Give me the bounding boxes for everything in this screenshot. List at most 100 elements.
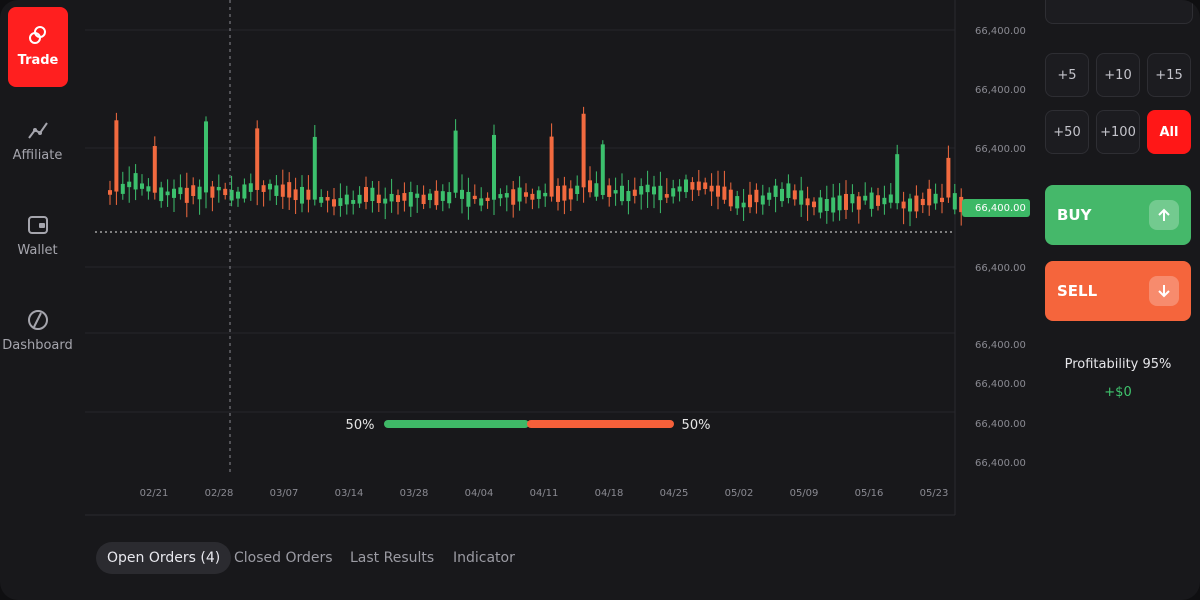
candle-body	[133, 173, 138, 190]
candle-body	[869, 192, 874, 209]
chart: 66,400.00 66,400.0066,400.0066,400.0066,…	[85, 0, 1030, 516]
grid	[85, 0, 956, 516]
icon	[1158, 208, 1170, 221]
price-label: 66,400.00	[975, 419, 1026, 430]
candle-body	[466, 191, 471, 207]
candle-body	[152, 146, 157, 193]
candle-body	[165, 191, 170, 196]
date-label: 02/28	[205, 488, 234, 499]
arrow-up	[1149, 200, 1179, 230]
amount-button[interactable]: +10	[1096, 53, 1140, 97]
price-label: 66,400.00	[975, 263, 1026, 274]
date-label: 05/23	[920, 488, 949, 499]
icon	[1158, 285, 1170, 298]
candle-body	[741, 202, 746, 208]
candle-body	[940, 197, 944, 203]
date-label: 04/25	[660, 488, 689, 499]
candle-body	[562, 185, 567, 201]
candle-body	[696, 181, 701, 191]
candle-body	[191, 185, 196, 196]
amount-button[interactable]: +5	[1045, 53, 1089, 97]
amount-button[interactable]: All	[1147, 110, 1191, 154]
candle-body	[351, 200, 356, 204]
candle-body	[402, 193, 407, 201]
candle-body	[600, 144, 605, 195]
amount-button[interactable]: +50	[1045, 110, 1089, 154]
candle-body	[440, 191, 445, 201]
candle-body	[645, 184, 650, 193]
nav-wallet[interactable]: Wallet	[0, 213, 75, 258]
nav-affiliate[interactable]: Affiliate	[0, 118, 75, 163]
candle-body	[268, 183, 272, 190]
nav-label: Trade	[17, 53, 59, 68]
candle-body	[114, 120, 119, 192]
price-label: 66,400.00	[975, 458, 1026, 469]
price-label: 66,400.00	[975, 340, 1026, 351]
candle-body	[677, 186, 682, 192]
candle-body	[703, 182, 708, 189]
candle-body	[658, 185, 663, 201]
candle-body	[581, 113, 586, 188]
candle-body	[389, 193, 394, 202]
candle-body	[204, 121, 208, 193]
candle-body	[844, 193, 848, 210]
candles	[108, 106, 964, 227]
candle-body	[293, 189, 298, 201]
sell-label: SELL	[1057, 282, 1098, 300]
candle-body	[722, 186, 727, 200]
candle-body	[812, 201, 816, 208]
date-label: 03/14	[335, 488, 364, 499]
candle-body	[453, 130, 458, 193]
nav-trade[interactable]: Trade	[8, 7, 68, 87]
candle-body	[492, 134, 496, 200]
amount-button[interactable]: +15	[1147, 53, 1191, 97]
candle-body	[357, 194, 362, 204]
candle-body	[888, 194, 893, 203]
tab[interactable]: Closed Orders	[234, 550, 333, 566]
candle-body	[543, 192, 548, 197]
buy-button[interactable]: BUY	[1045, 185, 1191, 245]
candle-body	[639, 186, 644, 195]
candle-body	[876, 195, 880, 206]
nav-dashboard[interactable]: Dashboard	[0, 308, 75, 353]
candle-body	[383, 198, 388, 204]
buy-label: BUY	[1057, 206, 1092, 224]
date-label: 03/07	[270, 488, 299, 499]
candle-body	[536, 190, 541, 199]
amount-input[interactable]	[1045, 0, 1193, 24]
candle-body	[735, 196, 740, 209]
candle-body	[223, 188, 228, 196]
sentiment-right: 50%	[682, 418, 711, 433]
candle-body	[824, 199, 829, 211]
candle-body	[415, 193, 420, 198]
tab[interactable]: Indicator	[453, 550, 515, 566]
candle-body	[242, 184, 247, 199]
candle-body	[933, 193, 938, 204]
candle-body	[920, 198, 925, 206]
candle-body	[684, 179, 688, 193]
candle-body	[364, 187, 368, 202]
candle-body	[927, 188, 932, 206]
candle-body	[338, 198, 343, 206]
candle-body	[786, 183, 791, 198]
date-axis: 02/21 02/28 03/07 03/14 03/28 04/04 04/11 04/18…	[140, 488, 949, 499]
candle-body	[850, 194, 855, 204]
candle-body	[274, 185, 279, 196]
candle-body	[280, 184, 285, 197]
candle-body	[952, 193, 957, 210]
amount-button[interactable]: +100	[1096, 110, 1140, 154]
date-label: 05/02	[725, 488, 754, 499]
icon	[27, 216, 48, 234]
icon	[29, 26, 46, 44]
candle-body	[261, 185, 266, 192]
tab[interactable]: Open Orders (4)	[96, 542, 232, 574]
nav-label: Wallet	[17, 243, 58, 258]
candle-body	[568, 188, 573, 200]
candle-body	[613, 190, 618, 194]
candle-body	[421, 194, 426, 205]
sell-button[interactable]: SELL	[1045, 261, 1191, 321]
candle-body	[229, 189, 234, 201]
candle-body	[620, 185, 624, 202]
tab[interactable]: Last Results	[350, 550, 435, 566]
